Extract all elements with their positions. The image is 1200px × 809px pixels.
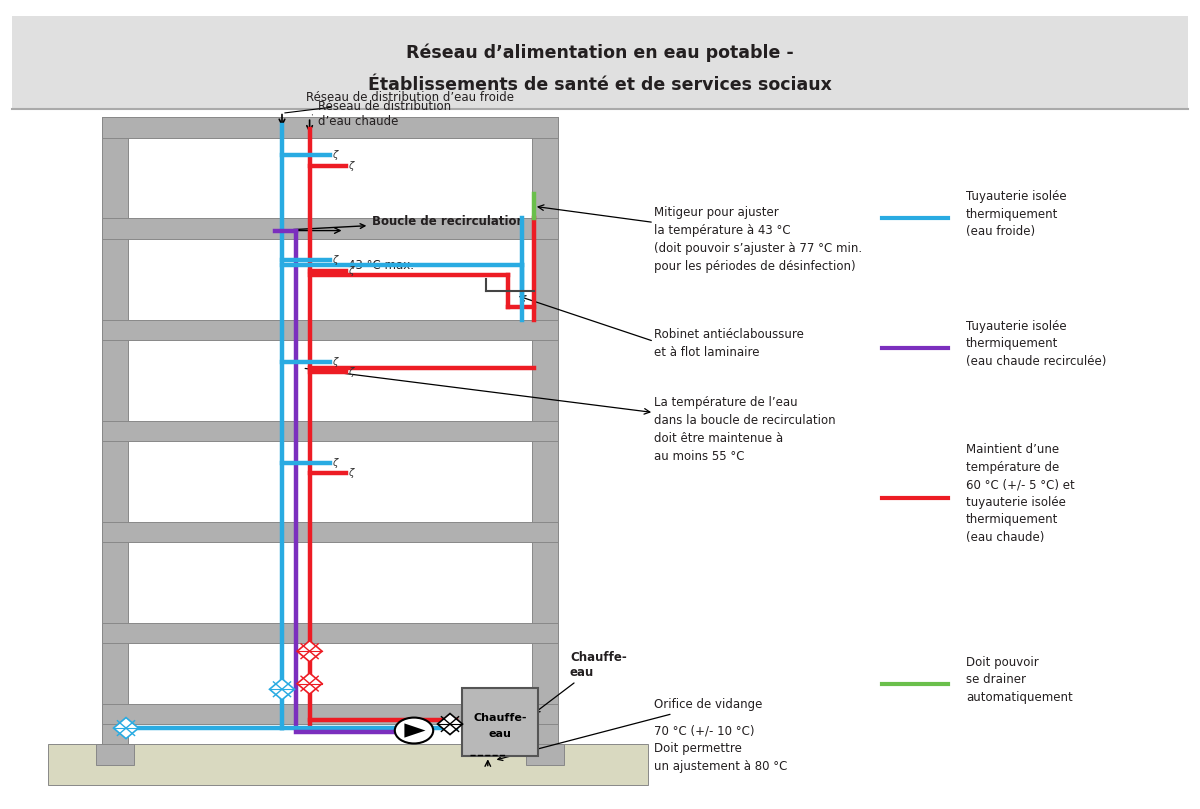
Bar <box>532 117 558 748</box>
Text: La température de l’eau
dans la boucle de recirculation
doit être maintenue à
au: La température de l’eau dans la boucle d… <box>654 396 835 464</box>
Bar <box>96 744 134 765</box>
Text: 43 °C max.: 43 °C max. <box>348 259 414 272</box>
Text: ζ: ζ <box>348 161 353 171</box>
Text: Robinet antiéclaboussure
et à flot laminaire: Robinet antiéclaboussure et à flot lamin… <box>654 328 804 358</box>
Bar <box>102 421 558 441</box>
Bar <box>102 218 558 239</box>
Polygon shape <box>298 673 322 694</box>
Text: Boucle de recirculation: Boucle de recirculation <box>293 215 524 230</box>
Bar <box>12 16 1188 109</box>
Text: Réseau d’alimentation en eau potable -: Réseau d’alimentation en eau potable - <box>406 44 794 61</box>
Bar <box>102 623 558 643</box>
Text: ζ: ζ <box>332 357 337 366</box>
Text: Chauffe-
eau: Chauffe- eau <box>535 650 626 713</box>
Polygon shape <box>270 679 294 700</box>
Circle shape <box>395 718 433 743</box>
Bar <box>102 320 558 340</box>
Bar <box>102 117 128 748</box>
Text: Réseau de distribution d’eau froide: Réseau de distribution d’eau froide <box>284 91 514 113</box>
Text: Doit pouvoir
se drainer
automatiquement: Doit pouvoir se drainer automatiquement <box>966 655 1073 704</box>
Bar <box>462 688 538 756</box>
Text: ζ: ζ <box>332 256 337 265</box>
Text: Tuyauterie isolée
thermiquement
(eau chaude recirculée): Tuyauterie isolée thermiquement (eau cha… <box>966 320 1106 368</box>
Text: eau: eau <box>488 729 511 739</box>
Text: ζ: ζ <box>348 367 353 377</box>
Text: ζ: ζ <box>332 150 337 160</box>
Polygon shape <box>298 641 322 662</box>
Text: Établissements de santé et de services sociaux: Établissements de santé et de services s… <box>368 76 832 94</box>
Polygon shape <box>438 714 462 735</box>
Text: ζ: ζ <box>332 458 337 468</box>
Bar <box>102 522 558 542</box>
Bar <box>102 704 558 724</box>
Text: Tuyauterie isolée
thermiquement
(eau froide): Tuyauterie isolée thermiquement (eau fro… <box>966 190 1067 239</box>
Text: Maintient d’une
température de
60 °C (+/- 5 °C) et
tuyauterie isolée
thermiqueme: Maintient d’une température de 60 °C (+/… <box>966 443 1075 544</box>
Text: Chauffe-: Chauffe- <box>473 713 527 723</box>
Text: Mitigeur pour ajuster
la température à 43 °C
(doit pouvoir s’ajuster à 77 °C min: Mitigeur pour ajuster la température à 4… <box>654 206 862 273</box>
Text: Orifice de vidange: Orifice de vidange <box>498 698 762 760</box>
Text: 70 °C (+/- 10 °C)
Doit permettre
un ajustement à 80 °C: 70 °C (+/- 10 °C) Doit permettre un ajus… <box>654 724 787 773</box>
Bar <box>48 744 648 785</box>
Text: ζ: ζ <box>348 468 353 478</box>
Bar <box>102 117 558 138</box>
Polygon shape <box>114 718 138 739</box>
Text: ζ: ζ <box>348 266 353 276</box>
Polygon shape <box>404 723 426 738</box>
Bar <box>526 744 564 765</box>
Text: Réseau de distribution
d’eau chaude: Réseau de distribution d’eau chaude <box>312 100 451 129</box>
